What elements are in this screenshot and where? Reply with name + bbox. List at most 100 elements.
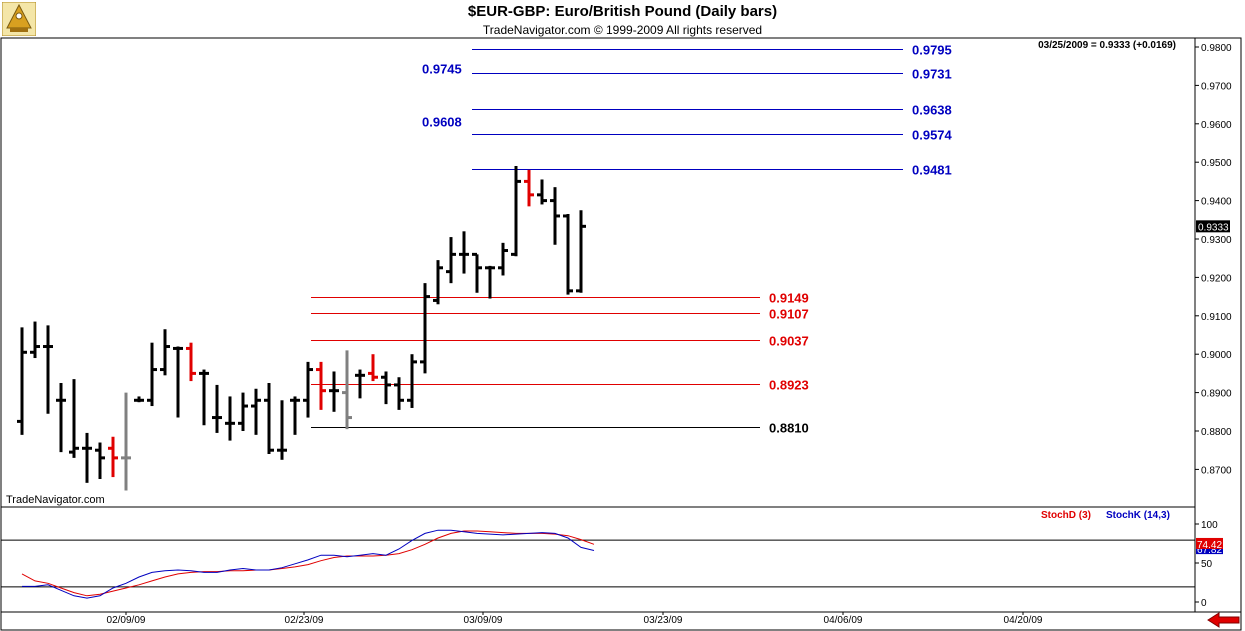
level-label: 0.9107: [769, 307, 809, 322]
watermark-text: TradeNavigator.com: [6, 494, 105, 506]
current-price-label: 0.9333: [1198, 222, 1229, 233]
level-label: 0.9149: [769, 291, 809, 306]
ohlc-bar: [329, 371, 339, 412]
ohlc-bar: [277, 400, 287, 460]
stoch-k-value: 67.82: [1197, 545, 1222, 556]
price-tick-label: 0.9800: [1201, 43, 1232, 54]
chart-title: $EUR-GBP: Euro/British Pound (Daily bars…: [467, 3, 778, 20]
level-label: 0.9608: [422, 115, 462, 130]
price-tick-label: 0.8700: [1201, 465, 1232, 476]
ohlc-bar: [82, 432, 92, 483]
ohlc-bar: [563, 214, 573, 295]
level-label: 0.9795: [912, 43, 952, 58]
ohlc-bar: [394, 377, 404, 410]
level-label: 0.9745: [422, 62, 462, 77]
stochastic-panel-frame: [0, 506, 1196, 613]
ohlc-bar: [407, 354, 417, 408]
ohlc-bar: [30, 321, 40, 359]
ohlc-bar: [95, 442, 105, 479]
price-tick-label: 0.9500: [1201, 158, 1232, 169]
ohlc-bar: [420, 283, 430, 374]
price-axis-labels: 0.9800 0.9700 0.9600 0.9500 0.9400 0.9300 0.92…: [1195, 43, 1232, 476]
level-label: 0.9481: [912, 163, 952, 178]
price-tick-label: 0.9700: [1201, 81, 1232, 92]
ohlc-bar: [290, 396, 300, 435]
price-axis: [1194, 37, 1242, 613]
ohlc-bar: [199, 369, 209, 426]
date-tick-label: 02/23/09: [285, 615, 324, 626]
stoch-d-value-box: [1196, 537, 1223, 549]
date-axis-labels: 02/09/09 02/23/09 03/09/09 03/23/09 04/06/09…: [107, 612, 1043, 626]
ohlc-bar: [43, 325, 53, 414]
price-tick-label: 0.9000: [1201, 350, 1232, 361]
price-tick-label: 0.9200: [1201, 273, 1232, 284]
level-label: 0.9037: [769, 334, 809, 349]
ohlc-bar: [173, 346, 183, 418]
price-bars: [17, 166, 586, 491]
ohlc-bar: [498, 242, 508, 276]
ohlc-bar: [316, 361, 326, 410]
ohlc-bar: [264, 383, 274, 455]
ohlc-bar: [238, 392, 248, 431]
tradenavigator-logo-icon[interactable]: [2, 2, 36, 36]
ohlc-bar: [69, 379, 79, 458]
stoch-d-value: 74.42: [1197, 540, 1222, 551]
ohlc-bar: [485, 265, 495, 299]
price-tick-label: 0.8900: [1201, 389, 1232, 400]
scroll-left-arrow-icon[interactable]: [1207, 612, 1241, 628]
ohlc-bar: [524, 169, 534, 207]
date-tick-label: 03/23/09: [644, 615, 683, 626]
stoch-tick-label: 100: [1201, 520, 1218, 531]
price-tick-label: 0.9100: [1201, 312, 1232, 323]
ohlc-bar: [381, 371, 391, 405]
level-label: 0.9638: [912, 103, 952, 118]
ohlc-bar: [147, 342, 157, 407]
ohlc-bar: [368, 354, 378, 382]
ohlc-bar: [160, 329, 170, 376]
ohlc-bar: [446, 237, 456, 284]
ohlc-bar: [511, 166, 521, 257]
ohlc-bar: [17, 327, 27, 435]
ohlc-bar: [459, 231, 469, 274]
ohlc-bar: [134, 396, 144, 403]
legend-stoch-k: StochK (14,3): [1106, 510, 1170, 521]
price-tick-label: 0.9600: [1201, 120, 1232, 131]
copyright-notice: TradeNavigator.com © 1999-2009 All right…: [482, 23, 763, 37]
ohlc-bar: [355, 369, 365, 399]
ohlc-bar: [225, 396, 235, 441]
date-tick-label: 03/09/09: [464, 615, 503, 626]
current-price-box: [1196, 220, 1230, 233]
price-tick-label: 0.8800: [1201, 427, 1232, 438]
last-quote-text: 03/25/2009 = 0.9333 (+0.0169): [1038, 40, 1176, 51]
ohlc-bar: [550, 187, 560, 245]
stoch-k-value-box: [1196, 544, 1223, 555]
stoch-d-line: [21, 530, 595, 597]
date-tick-label: 04/20/09: [1004, 615, 1043, 626]
ohlc-bar: [342, 350, 352, 430]
price-tick-label: 0.9400: [1201, 197, 1232, 208]
ohlc-bar: [472, 252, 482, 293]
ohlc-bar: [212, 384, 222, 433]
ohlc-bar: [537, 179, 547, 205]
ohlc-bar: [576, 210, 586, 293]
level-label: 0.8810: [769, 421, 809, 436]
chart-frame: [0, 37, 1242, 631]
stoch-tick-label: 0: [1201, 598, 1207, 609]
ohlc-bar: [121, 392, 131, 491]
date-tick-label: 04/06/09: [824, 615, 863, 626]
stoch-k-line: [22, 529, 595, 599]
date-axis: [0, 611, 1242, 631]
ohlc-bar: [433, 260, 443, 305]
level-label: 0.8923: [769, 378, 809, 393]
ohlc-bar: [108, 436, 118, 478]
ohlc-bar: [251, 388, 261, 435]
price-tick-label: 0.9300: [1201, 235, 1232, 246]
legend-stoch-d: StochD (3): [1041, 510, 1091, 521]
level-label: 0.9574: [912, 128, 953, 143]
ohlc-bar: [56, 383, 66, 453]
price-panel: [0, 37, 1196, 508]
ohlc-bar: [186, 342, 196, 382]
level-label: 0.9731: [912, 67, 952, 82]
